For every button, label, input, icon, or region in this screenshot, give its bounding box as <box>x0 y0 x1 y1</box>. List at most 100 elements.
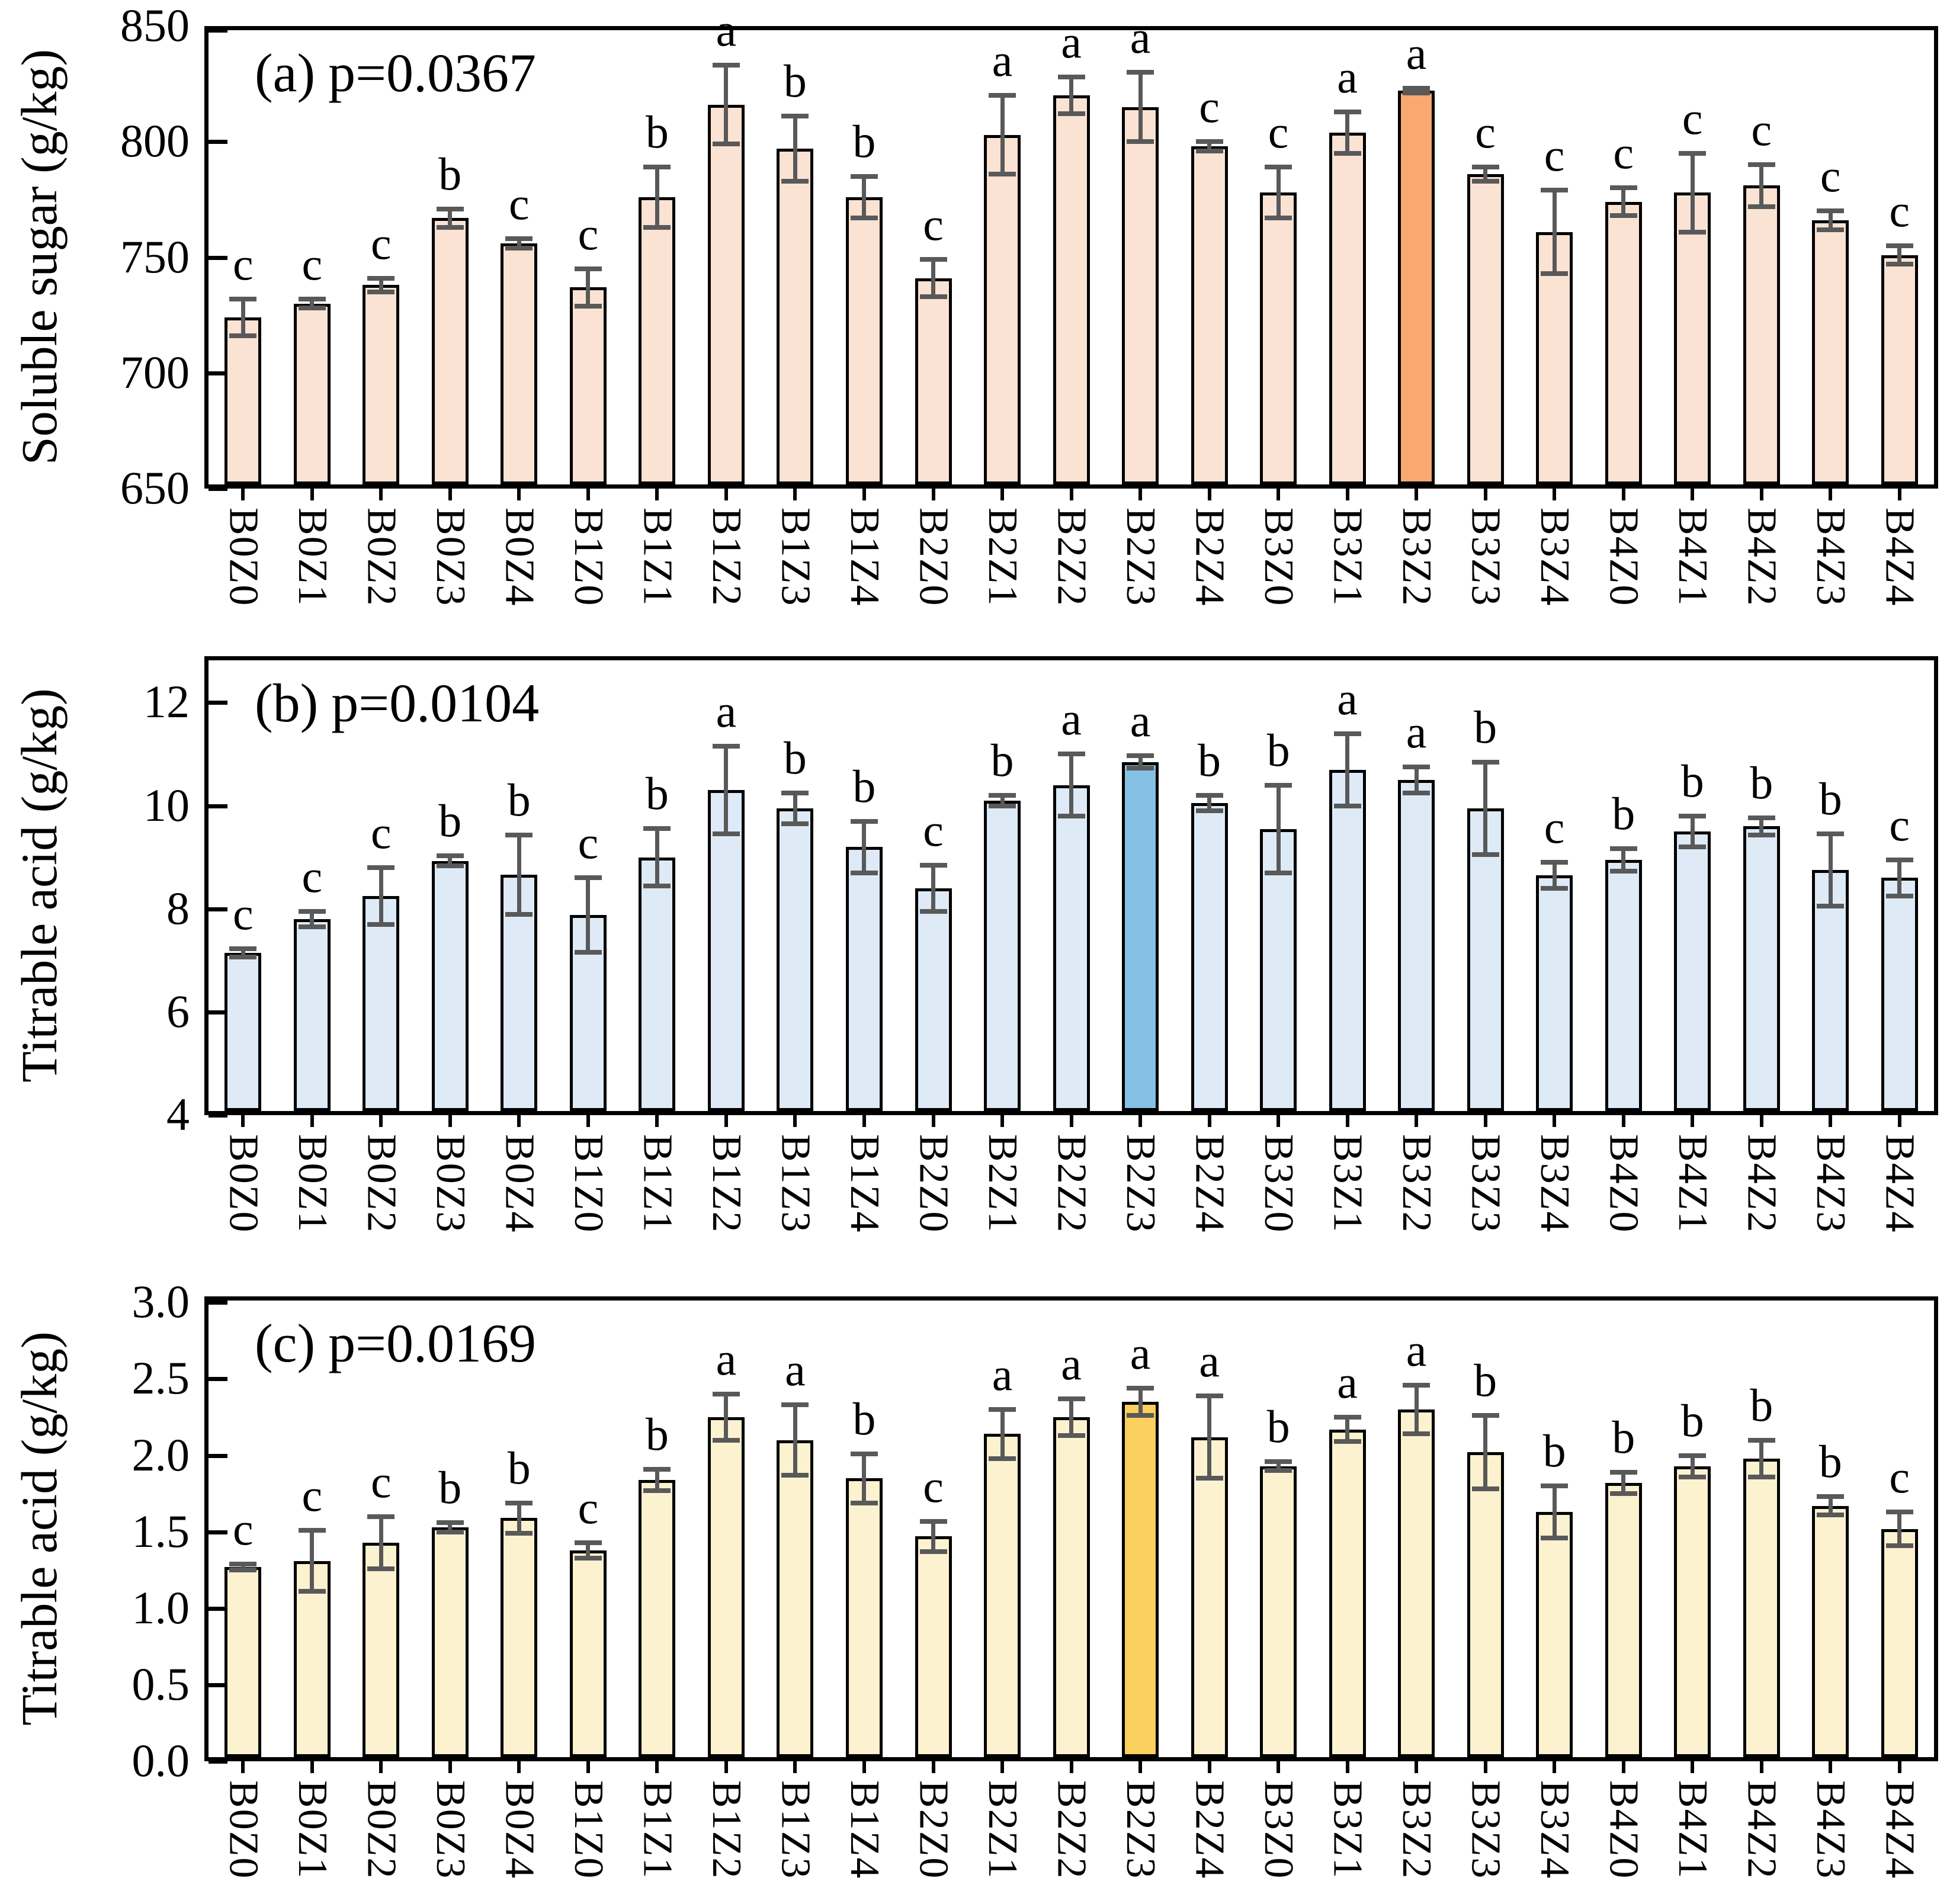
error-bar-b3z0 <box>1276 167 1281 219</box>
error-bar-b0z2 <box>379 868 383 924</box>
x-category-label-b2z1: B2Z1 <box>980 1780 1025 1880</box>
sig-letter-b0z1: c <box>302 1469 323 1521</box>
panel-a-x-tick-mark <box>448 489 452 500</box>
bar-b3z3 <box>1467 174 1504 484</box>
error-bar-cap <box>1127 139 1154 145</box>
error-bar-cap <box>781 821 809 826</box>
sig-letter-b1z3: b <box>783 731 807 784</box>
error-bar-b0z3 <box>448 1523 453 1532</box>
x-category-label-b3z2: B3Z2 <box>1394 508 1440 607</box>
x-category-label-b1z3: B1Z3 <box>772 1134 819 1234</box>
bar-b4z1 <box>1674 192 1711 484</box>
error-bar-cap <box>1541 860 1569 865</box>
error-bar-cap <box>574 267 602 271</box>
x-category-label-b1z2: B1Z2 <box>703 1134 749 1234</box>
error-bar-cap <box>229 1561 257 1566</box>
sig-letter-b3z1: a <box>1337 1356 1358 1408</box>
bar-b0z0 <box>224 1567 262 1757</box>
panel-b-x-tick-mark <box>862 1115 866 1127</box>
error-bar-b4z4 <box>1897 1512 1902 1546</box>
bar-b0z1 <box>293 919 331 1111</box>
panel-c-y-tick-label: 3.0 <box>132 1276 190 1328</box>
error-bar-cap <box>850 870 878 875</box>
bar-b1z3 <box>777 1440 814 1757</box>
error-bar-cap <box>1747 1474 1775 1479</box>
error-bar-cap <box>298 924 326 930</box>
bar-b3z2 <box>1398 1409 1435 1757</box>
panel-c-x-tick-mark <box>1829 1761 1833 1773</box>
error-bar-cap <box>1817 1494 1845 1500</box>
error-bar-cap <box>1265 782 1292 788</box>
bar-b4z2 <box>1743 1458 1780 1757</box>
panel-b-x-tick-mark <box>1069 1115 1073 1127</box>
error-bar-cap <box>574 1555 602 1561</box>
bar-b2z3-highlight <box>1122 762 1159 1111</box>
error-bar-cap <box>1195 1476 1223 1481</box>
x-category-label-b3z3: B3Z3 <box>1462 508 1509 607</box>
error-bar-cap <box>919 294 947 299</box>
error-bar-b2z1 <box>1000 795 1005 806</box>
panel-c-x-tick-mark <box>1759 1761 1763 1773</box>
panel-c-y-tick-label: 0.5 <box>132 1658 190 1710</box>
error-bar-cap <box>574 303 602 309</box>
panel-c-y-tick-mark <box>209 1453 227 1458</box>
error-bar-cap <box>1541 1484 1569 1489</box>
panel-c-y-tick-label: 2.0 <box>132 1428 190 1481</box>
error-bar-cap <box>1195 1393 1223 1398</box>
panel-a-y-tick-label: 700 <box>120 346 190 398</box>
error-bar-cap <box>1679 813 1707 818</box>
panel-b-x-tick-mark <box>448 1115 452 1127</box>
sig-letter-b4z3: c <box>1820 150 1841 202</box>
panel-b-y-tick-label: 10 <box>143 779 190 831</box>
bar-b1z2 <box>707 1417 745 1757</box>
x-category-label-b1z0: B1Z0 <box>565 1780 611 1880</box>
error-bar-cap <box>850 1452 878 1456</box>
error-bar-cap <box>1333 803 1361 808</box>
error-bar-cap <box>1471 1486 1499 1492</box>
error-bar-cap <box>1609 213 1637 219</box>
panel-a-y-tick-mark <box>209 487 227 491</box>
panel-b-x-tick-mark <box>724 1115 728 1127</box>
bar-b0z1 <box>293 303 331 484</box>
error-bar-cap <box>1057 1433 1085 1438</box>
panel-a-x-tick-mark <box>1621 489 1625 500</box>
error-bar-cap <box>1817 1513 1845 1518</box>
bar-b1z4 <box>845 847 883 1111</box>
sig-letter-b0z4: b <box>507 1441 531 1494</box>
sig-letter-b2z4: a <box>1199 1334 1220 1386</box>
error-bar-cap <box>712 1392 740 1397</box>
x-category-label-b2z0: B2Z0 <box>910 1780 957 1880</box>
error-bar-b2z2 <box>1069 1399 1073 1436</box>
error-bar-cap <box>1885 262 1913 267</box>
panel-a-x-tick-mark <box>1207 489 1211 500</box>
panel-b-x-tick-mark <box>1897 1115 1901 1127</box>
bar-b2z1 <box>984 1434 1021 1757</box>
sig-letter-b3z0: b <box>1266 724 1290 776</box>
error-bar-b1z3 <box>793 116 797 181</box>
x-category-label-b4z4: B4Z4 <box>1877 1134 1923 1234</box>
x-category-label-b1z1: B1Z1 <box>634 1780 681 1880</box>
error-bar-cap <box>919 909 947 914</box>
x-category-label-b3z2: B3Z2 <box>1394 1780 1440 1880</box>
x-category-label-b4z4: B4Z4 <box>1877 1780 1923 1880</box>
sig-letter-b3z3: c <box>1475 106 1496 158</box>
error-bar-b2z4 <box>1207 1395 1211 1479</box>
sig-letter-b0z1: c <box>302 237 323 290</box>
error-bar-cap <box>1609 185 1637 191</box>
error-bar-cap <box>298 296 326 301</box>
error-bar-b0z4 <box>517 239 521 248</box>
error-bar-cap <box>505 912 533 917</box>
error-bar-b2z0 <box>931 259 935 297</box>
bar-b0z2 <box>363 1542 400 1757</box>
bar-b2z1 <box>984 134 1021 484</box>
panel-c-title: (c) p=0.0169 <box>255 1312 536 1375</box>
panel-a-y-tick-label: 750 <box>120 230 190 282</box>
error-bar-b0z4 <box>517 1502 521 1534</box>
sig-letter-b3z2: a <box>1406 706 1427 758</box>
error-bar-b3z1 <box>1345 1417 1350 1442</box>
error-bar-cap <box>1265 165 1292 170</box>
panel-a-x-tick-mark <box>1345 489 1349 500</box>
panel-a-x-tick-mark <box>1000 489 1004 500</box>
panel-b-y-tick-label: 12 <box>143 676 190 728</box>
error-bar-cap <box>1057 813 1085 818</box>
